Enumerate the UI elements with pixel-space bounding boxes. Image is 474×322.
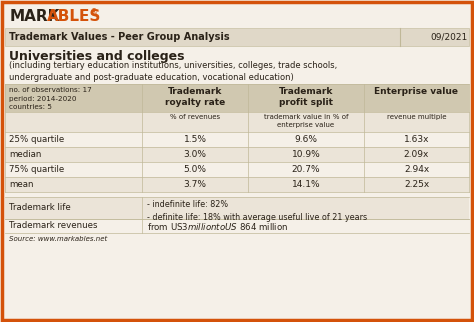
Bar	[248, 162, 364, 177]
Text: 1.5%: 1.5%	[183, 135, 207, 144]
Text: Trademark
royalty rate: Trademark royalty rate	[165, 87, 225, 107]
Bar	[5, 177, 142, 192]
Text: Source: www.markables.net: Source: www.markables.net	[9, 236, 107, 242]
Text: 2.25x: 2.25x	[404, 180, 429, 189]
Text: % of revenues: % of revenues	[170, 114, 220, 120]
Text: 09/2021: 09/2021	[431, 33, 468, 42]
Text: 2.94x: 2.94x	[404, 165, 429, 174]
Bar	[142, 177, 248, 192]
Bar	[248, 177, 364, 192]
Text: trademark value in % of
enterprise value: trademark value in % of enterprise value	[264, 114, 348, 128]
Bar	[364, 112, 469, 132]
Bar	[364, 177, 469, 192]
Text: Enterprise value: Enterprise value	[374, 87, 458, 96]
Text: 3.0%: 3.0%	[183, 150, 207, 159]
Text: MARK: MARK	[10, 9, 60, 24]
Text: Trademark Values - Peer Group Analysis: Trademark Values - Peer Group Analysis	[9, 32, 229, 42]
Bar	[248, 112, 364, 132]
Text: - indefinite life: 82%
- definite life: 18% with average useful live of 21 years: - indefinite life: 82% - definite life: …	[147, 200, 367, 222]
Bar	[142, 162, 248, 177]
Bar	[5, 219, 469, 233]
Bar	[142, 84, 248, 112]
Bar	[5, 84, 142, 112]
Bar	[364, 162, 469, 177]
Bar	[5, 28, 469, 46]
Text: revenue multiple: revenue multiple	[387, 114, 446, 120]
Text: 5.0%: 5.0%	[183, 165, 207, 174]
Bar	[248, 147, 364, 162]
Text: 3.7%: 3.7%	[183, 180, 207, 189]
Text: 14.1%: 14.1%	[292, 180, 320, 189]
Text: Trademark revenues: Trademark revenues	[9, 222, 98, 231]
Text: 10.9%: 10.9%	[292, 150, 320, 159]
Text: median: median	[9, 150, 41, 159]
Text: ®: ®	[90, 8, 98, 17]
Text: Trademark
profit split: Trademark profit split	[279, 87, 333, 107]
Text: 25% quartile: 25% quartile	[9, 135, 64, 144]
Text: 2.09x: 2.09x	[404, 150, 429, 159]
Text: Trademark life: Trademark life	[9, 204, 71, 213]
Text: 1.63x: 1.63x	[404, 135, 429, 144]
Bar	[364, 147, 469, 162]
Bar	[5, 132, 142, 147]
Bar	[142, 132, 248, 147]
Text: 75% quartile: 75% quartile	[9, 165, 64, 174]
Bar	[248, 132, 364, 147]
Bar	[5, 162, 142, 177]
Text: 20.7%: 20.7%	[292, 165, 320, 174]
Text: 9.6%: 9.6%	[294, 135, 318, 144]
Text: from US$ 3 million to US$ 864 million: from US$ 3 million to US$ 864 million	[147, 221, 288, 232]
Text: Universities and colleges: Universities and colleges	[9, 50, 184, 63]
Text: (including tertiary education institutions, universities, colleges, trade school: (including tertiary education institutio…	[9, 61, 337, 82]
Text: mean: mean	[9, 180, 34, 189]
Bar	[248, 84, 364, 112]
Bar	[364, 132, 469, 147]
Bar	[5, 197, 469, 219]
Bar	[142, 147, 248, 162]
Bar	[142, 112, 248, 132]
Bar	[5, 112, 142, 132]
Text: no. of observations: 17
period: 2014-2020
countries: 5: no. of observations: 17 period: 2014-202…	[9, 87, 92, 110]
Bar	[5, 147, 142, 162]
Bar	[364, 84, 469, 112]
Text: ABLES: ABLES	[47, 9, 101, 24]
